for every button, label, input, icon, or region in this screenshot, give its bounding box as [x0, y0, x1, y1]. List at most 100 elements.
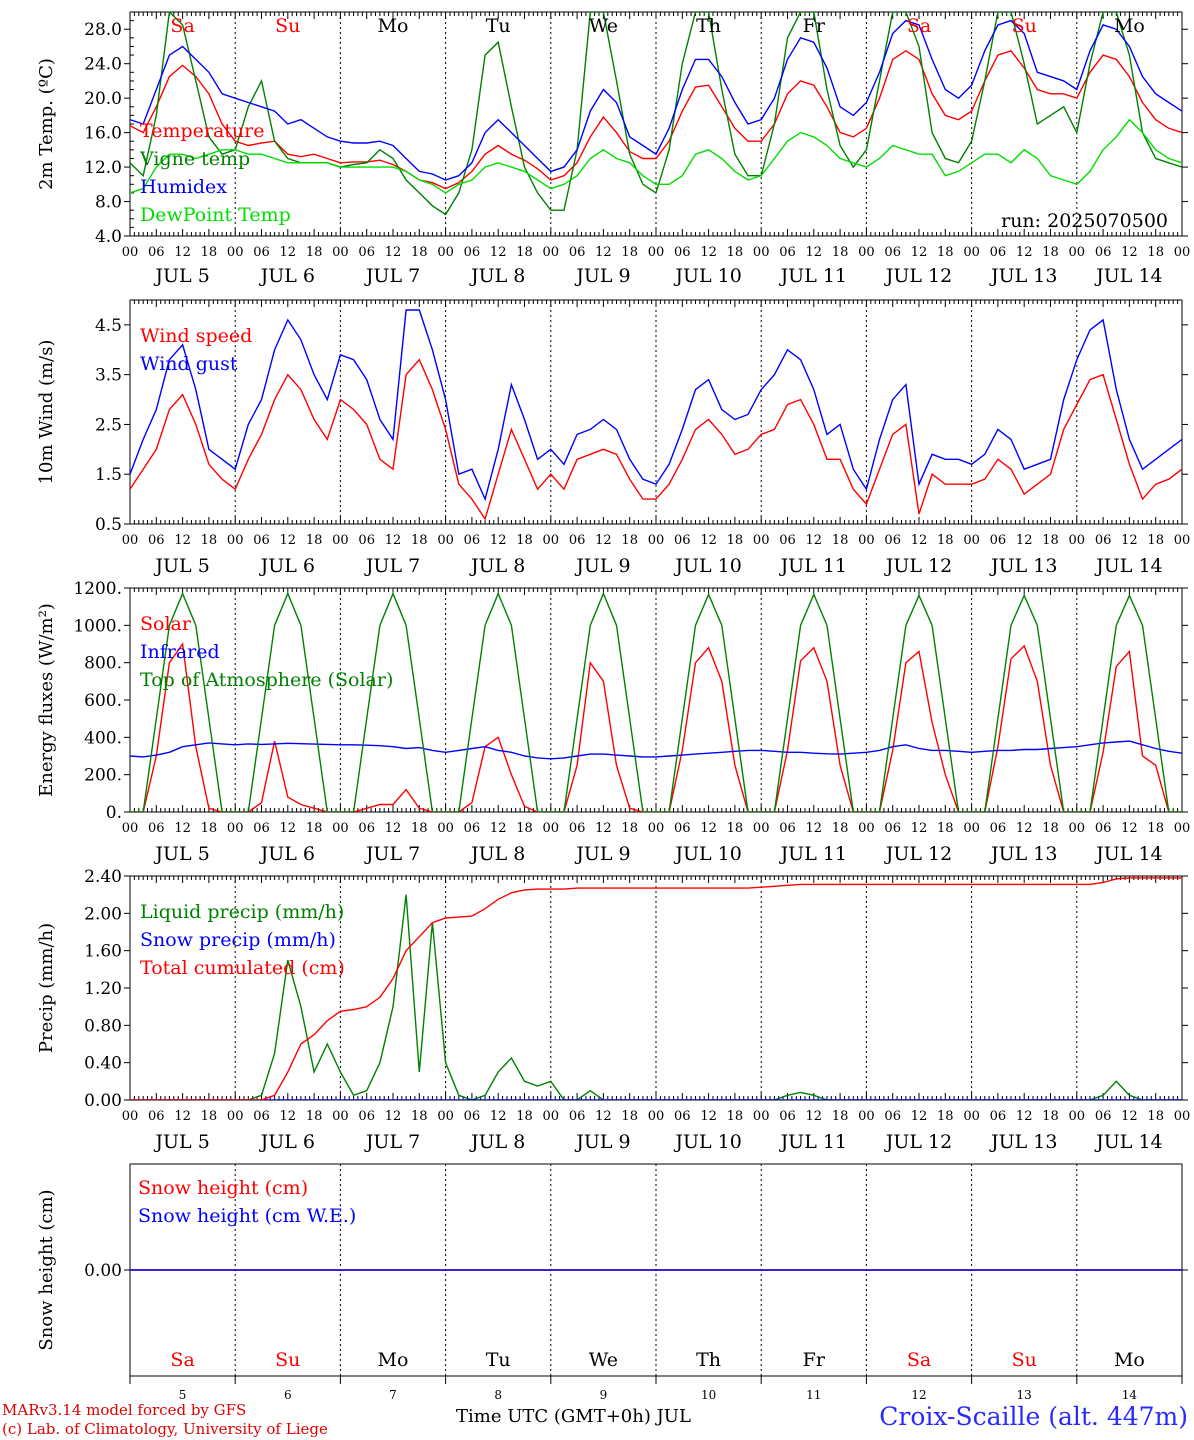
hour-tick-label: 12	[174, 533, 191, 548]
hour-tick-label: 12	[911, 533, 928, 548]
day-number-label: 13	[1017, 1388, 1032, 1402]
date-label: JUL 8	[469, 843, 525, 865]
date-label: JUL 14	[1094, 843, 1162, 865]
date-label: JUL 5	[153, 843, 209, 865]
hour-tick-label: 18	[201, 821, 218, 836]
hour-tick-label: 00	[332, 533, 349, 548]
hour-tick-label: 12	[280, 821, 297, 836]
date-label: JUL 6	[259, 1131, 315, 1153]
y-axis-title: 2m Temp. (ºC)	[36, 58, 57, 190]
y-tick-label: 24.0	[84, 55, 122, 75]
series-line	[130, 740, 1182, 760]
hour-tick-label: 00	[858, 533, 875, 548]
series-line	[130, 358, 1182, 521]
weekday-label-top: Mo	[1114, 15, 1145, 37]
hour-tick-label: 18	[516, 821, 533, 836]
hour-tick-label: 06	[358, 1109, 375, 1124]
date-label: JUL 8	[469, 555, 525, 577]
hour-tick-label: 18	[727, 1109, 744, 1124]
day-number-label: 11	[806, 1388, 821, 1402]
hour-tick-label: 12	[700, 1109, 717, 1124]
y-tick-label: 4.0	[95, 227, 122, 247]
hour-tick-label: 06	[990, 1109, 1007, 1124]
date-label: JUL 12	[884, 1131, 952, 1153]
legend-label: Snow height (cm)	[138, 1177, 308, 1199]
date-label: JUL 10	[673, 843, 741, 865]
hour-tick-label: 06	[464, 821, 481, 836]
weekday-label-top: Tu	[486, 15, 511, 37]
hour-ticks	[129, 12, 1183, 236]
hour-tick-label: 12	[700, 821, 717, 836]
hour-tick-label: 00	[122, 245, 139, 260]
hour-tick-label: 06	[358, 245, 375, 260]
y-tick-label: 1.5	[95, 465, 122, 485]
hour-tick-label: 00	[963, 1109, 980, 1124]
date-label: JUL 13	[989, 843, 1057, 865]
series-line	[130, 877, 1182, 1100]
y-tick-label: 0.00	[84, 1261, 122, 1281]
date-label: JUL 14	[1094, 1131, 1162, 1153]
date-label: JUL 7	[364, 555, 420, 577]
hour-tick-label: 00	[963, 821, 980, 836]
hour-tick-label: 18	[937, 1109, 954, 1124]
weekday-label-bottom: Th	[696, 1349, 721, 1371]
hour-tick-label: 00	[227, 533, 244, 548]
hour-tick-label: 12	[1016, 533, 1033, 548]
y-axis-title: Snow height (cm)	[36, 1189, 57, 1350]
hour-tick-label: 00	[648, 533, 665, 548]
hour-tick-label: 12	[700, 533, 717, 548]
hour-tick-label: 06	[674, 533, 691, 548]
date-label: JUL 5	[153, 265, 209, 287]
hour-tick-label: 18	[832, 1109, 849, 1124]
legend-label: Temperature	[140, 120, 264, 142]
day-number-label: 12	[911, 1388, 926, 1402]
hour-tick-label: 12	[490, 1109, 507, 1124]
day-number-label: 10	[701, 1388, 716, 1402]
hour-tick-label: 06	[884, 821, 901, 836]
credit-model: MARv3.14 model forced by GFS	[2, 1401, 247, 1419]
date-label: JUL 5	[153, 1131, 209, 1153]
date-label: JUL 13	[989, 265, 1057, 287]
series-line	[130, 894, 1182, 1100]
hour-tick-label: 12	[385, 533, 402, 548]
hour-tick-label: 06	[148, 245, 165, 260]
weekday-label-top: Su	[1012, 15, 1037, 37]
hour-tick-label: 12	[911, 245, 928, 260]
weekday-label-top: Fr	[803, 15, 826, 37]
hour-tick-label: 12	[911, 821, 928, 836]
date-label: JUL 11	[779, 265, 847, 287]
date-label: JUL 6	[259, 555, 315, 577]
hour-tick-label: 06	[569, 821, 586, 836]
hour-tick-label: 00	[122, 1109, 139, 1124]
hour-tick-label: 18	[832, 245, 849, 260]
weekday-label-bottom: We	[589, 1349, 618, 1371]
hour-tick-label: 18	[201, 245, 218, 260]
series-line	[130, 591, 1182, 812]
hour-tick-label: 00	[648, 821, 665, 836]
hour-tick-label: 06	[884, 533, 901, 548]
date-label: JUL 12	[884, 555, 952, 577]
hour-tick-label: 06	[358, 533, 375, 548]
hour-tick-label: 00	[1069, 245, 1086, 260]
hour-ticks	[129, 300, 1183, 524]
hour-tick-label: 06	[569, 533, 586, 548]
weekday-label-bottom: Mo	[1114, 1349, 1145, 1371]
hour-tick-label: 12	[280, 245, 297, 260]
weekday-label-bottom: Mo	[378, 1349, 409, 1371]
hour-tick-label: 00	[122, 533, 139, 548]
hour-tick-label: 06	[358, 821, 375, 836]
y-tick-label: 0.40	[84, 1054, 122, 1074]
hour-tick-label: 00	[332, 245, 349, 260]
hour-tick-label: 12	[806, 533, 823, 548]
weekday-label-bottom: Tu	[486, 1349, 511, 1371]
weekday-label-top: Mo	[378, 15, 409, 37]
hour-tick-label: 12	[280, 533, 297, 548]
hour-tick-label: 00	[858, 1109, 875, 1124]
hour-tick-label: 06	[569, 1109, 586, 1124]
hour-tick-label: 18	[1042, 245, 1059, 260]
hour-tick-label: 12	[174, 1109, 191, 1124]
day-number-label: 5	[179, 1388, 187, 1402]
legend-label: Wind speed	[140, 325, 252, 347]
hour-tick-label: 06	[779, 821, 796, 836]
